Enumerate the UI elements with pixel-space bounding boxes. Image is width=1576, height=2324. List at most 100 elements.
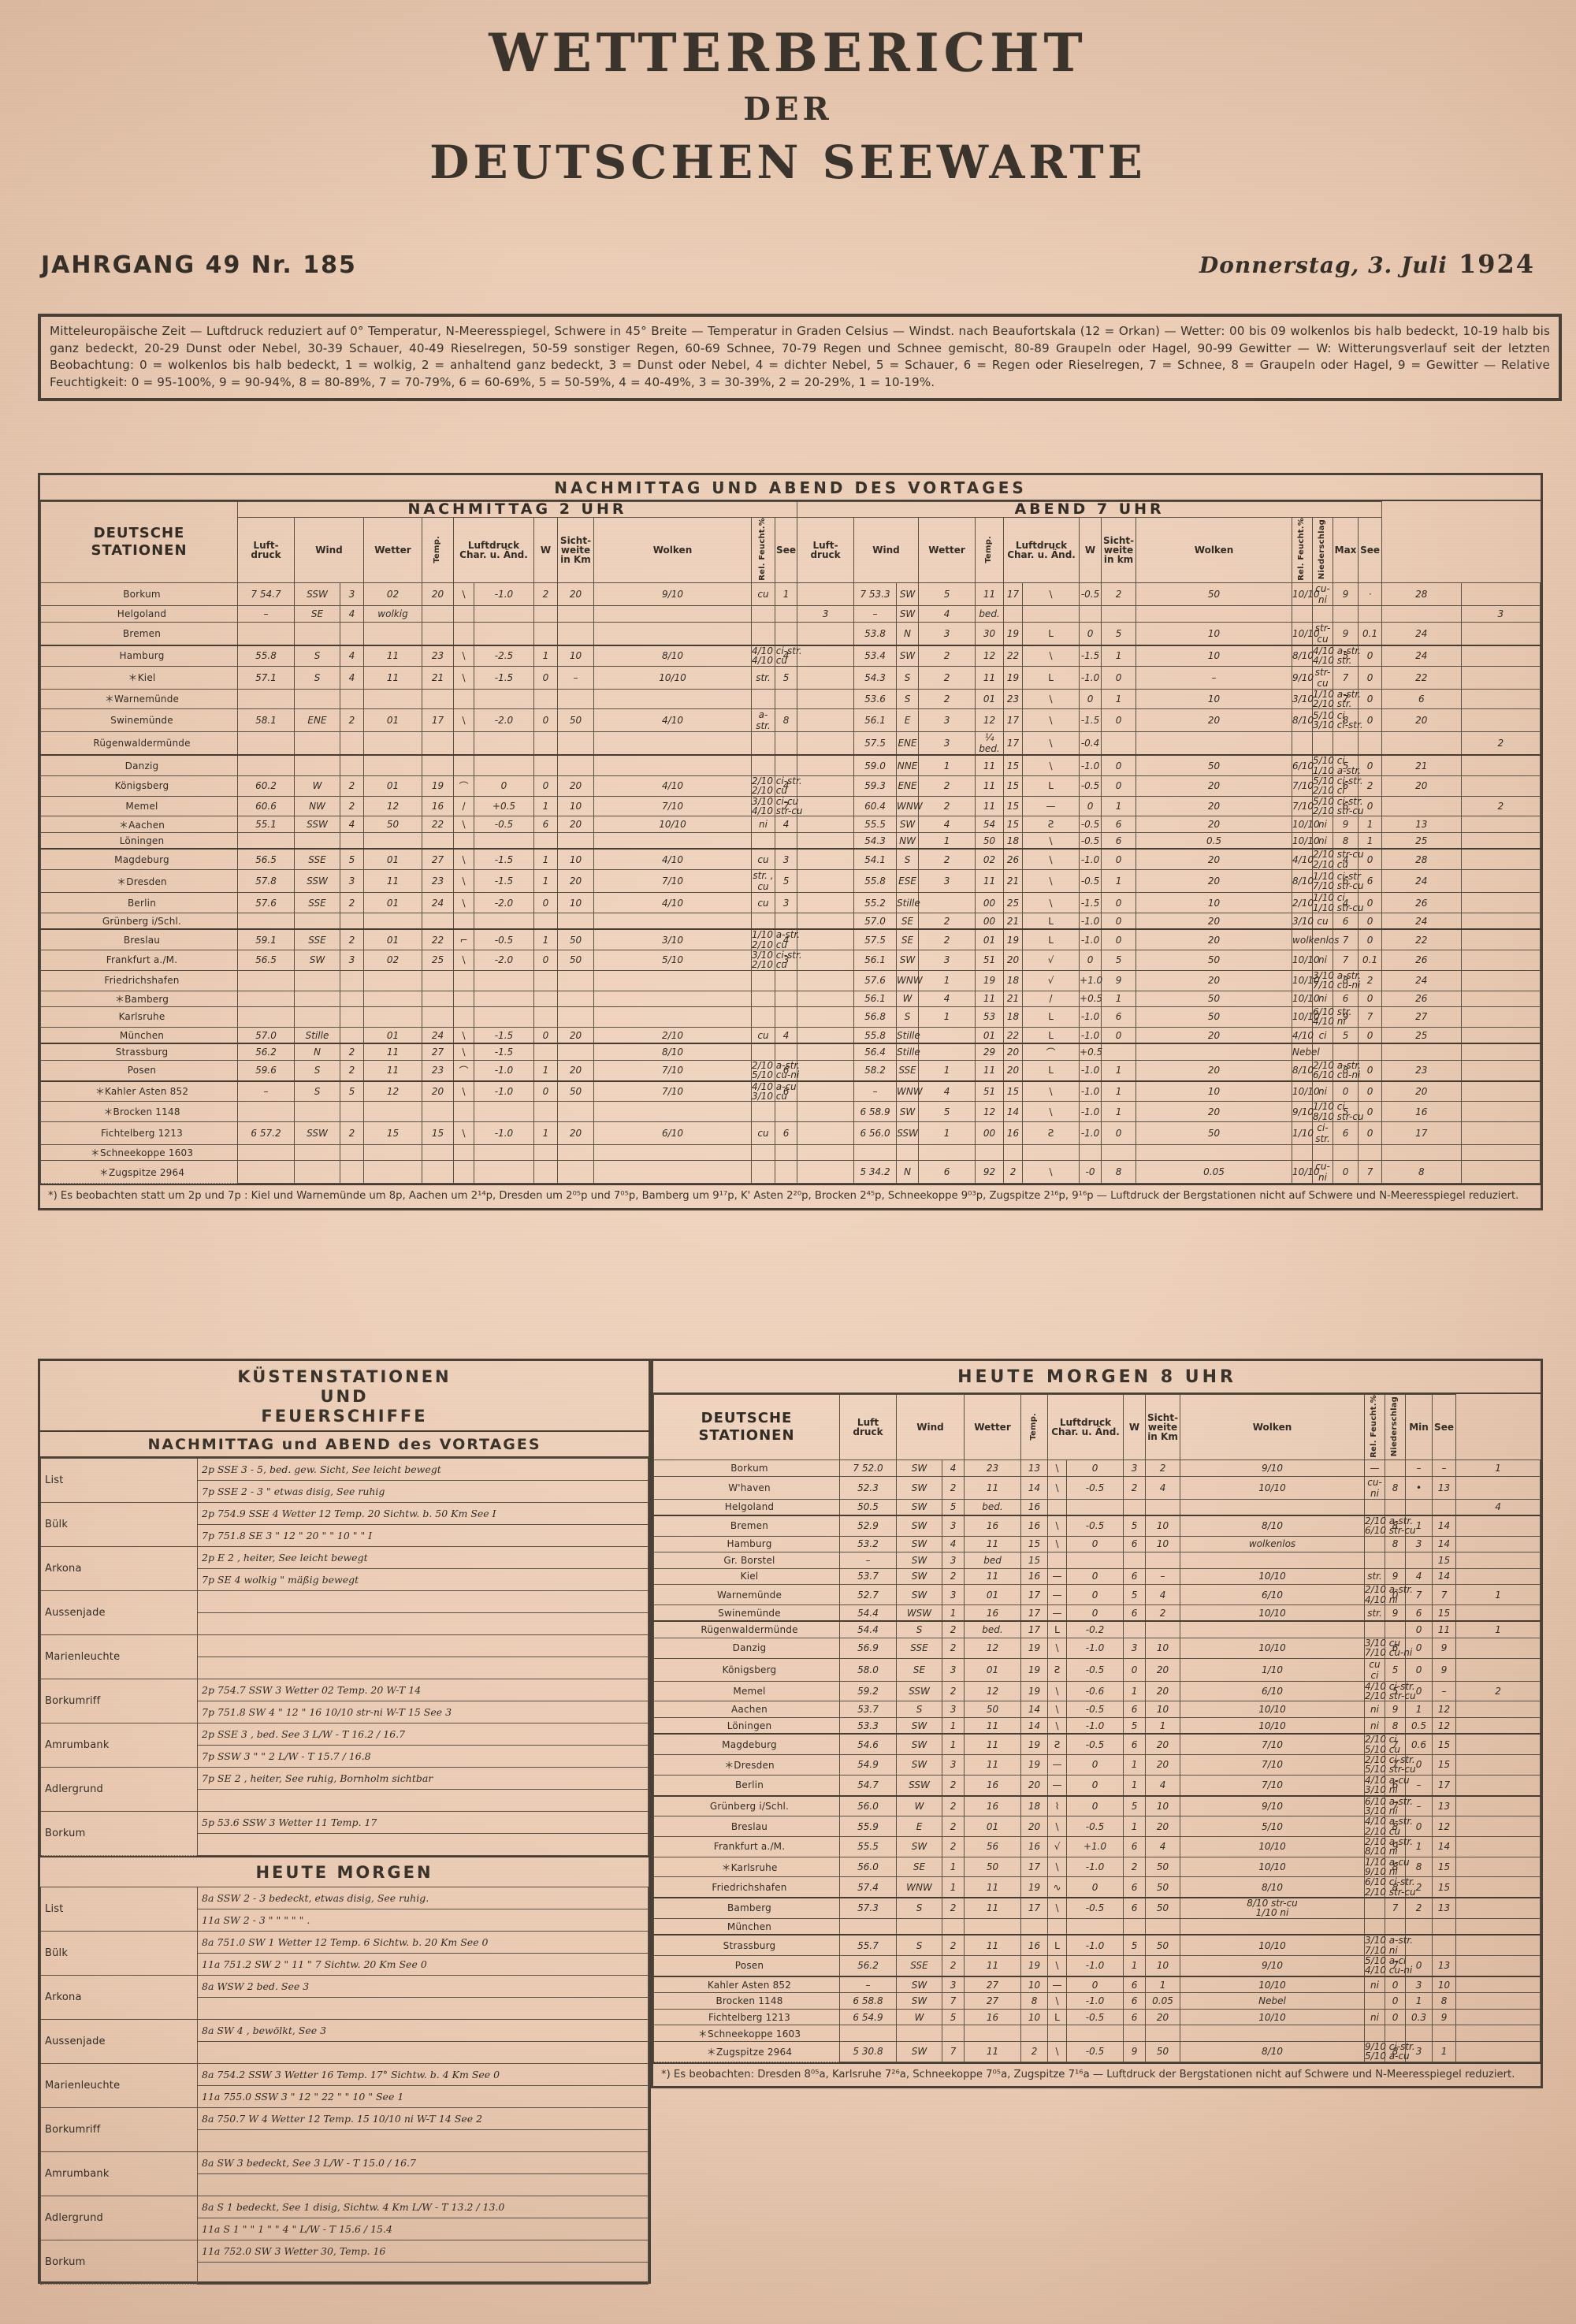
- cell-14: WNW: [896, 969, 923, 991]
- cell-16: 11: [975, 795, 1005, 817]
- cell-6: -1.5: [474, 1043, 534, 1061]
- cell-4: 17: [1020, 1897, 1049, 1919]
- cell-12: •: [1405, 1475, 1433, 1500]
- cell-4: 22: [422, 928, 454, 951]
- cell-11: [774, 731, 798, 756]
- cell-11: 8: [1385, 1876, 1407, 1898]
- cell-9: 3/10: [593, 928, 752, 951]
- cell-27: [1460, 1101, 1541, 1122]
- cell-27: [1460, 1059, 1541, 1082]
- cell-20: 6: [1101, 816, 1137, 833]
- cell-20: 1: [1101, 688, 1137, 710]
- col-luftdruck-evening: Luft-druck: [797, 517, 855, 584]
- cell-18: \: [1022, 1101, 1080, 1122]
- cell-7: 6: [1123, 1976, 1147, 1994]
- cell-20: [1101, 605, 1137, 623]
- cell-7: 0: [533, 665, 558, 690]
- cell-20: 0: [1101, 665, 1137, 690]
- cell-7: [533, 831, 558, 850]
- cell-8: 0.05: [1145, 1992, 1181, 2010]
- cell-10: cu ci: [1364, 1657, 1386, 1682]
- cell-14: Stille: [896, 892, 920, 913]
- station-name: Berlin: [653, 1774, 840, 1797]
- cell-14: [1455, 1637, 1541, 1659]
- cell-7: 6: [1123, 1835, 1147, 1857]
- cell-11: [1385, 1620, 1407, 1638]
- coastal-station-name: List: [40, 1887, 198, 1932]
- cell-10: 2/10 ci-str. 2/10 cu: [751, 775, 802, 797]
- cell-0: –: [839, 1976, 897, 1994]
- cell-6: [474, 688, 534, 710]
- cell-1: [294, 621, 340, 646]
- cell-23: ci: [1312, 1026, 1334, 1044]
- cell-14: SW: [896, 645, 920, 667]
- cell-10: [751, 688, 775, 710]
- cell-8: 4: [1145, 1835, 1181, 1857]
- cell-26: 26: [1381, 950, 1462, 971]
- cell-7: 6: [533, 816, 558, 833]
- cell-9: 10/10: [1180, 1934, 1366, 1957]
- cell-2: 3: [340, 950, 364, 971]
- cell-11: [774, 1160, 798, 1184]
- station-name: ＊Zugspitze 2964: [653, 2040, 840, 2062]
- list-item: Bülk 8a 751.0 SW 1 Wetter 12 Temp. 6 Sich…: [40, 1931, 649, 1976]
- cell-15: 4: [918, 605, 976, 623]
- table-row: Helgoland – SE 4 wolkig 3– SW 4 bed. 3: [40, 605, 1541, 623]
- cell-12: 6: [1405, 1604, 1433, 1622]
- cell-12: [797, 816, 855, 833]
- cell-27: [1460, 688, 1541, 710]
- cell-6: -0.5: [1066, 1897, 1124, 1919]
- cell-23: 4/10 a-str. 4/10 str.: [1312, 645, 1362, 667]
- cell-25: 0: [1358, 1026, 1383, 1044]
- cell-16: 11: [975, 665, 1005, 690]
- cell-14: 2: [1455, 1680, 1541, 1702]
- cell-10: 2/10 a-str. 5/10 cu-ni: [751, 1059, 801, 1082]
- cell-3: [363, 1006, 422, 1028]
- cell-8: 20: [1145, 1816, 1181, 1837]
- cell-25: 0: [1358, 1121, 1383, 1145]
- cell-22: 1/10: [1292, 1121, 1314, 1145]
- cell-21: 0.05: [1136, 1160, 1293, 1184]
- cell-10: [1364, 1620, 1386, 1638]
- coastal-station-name: Amrumbank: [40, 1723, 198, 1768]
- cell-12: –: [1405, 1459, 1433, 1477]
- cell-0: –: [839, 1552, 897, 1569]
- cell-12: [797, 1006, 855, 1028]
- cell-23: 5/10 ci 1/10 a-str.: [1312, 754, 1362, 777]
- cell-12: [797, 754, 855, 777]
- cell-6: -0.5: [1066, 1475, 1124, 1500]
- cell-4: 27: [422, 848, 454, 871]
- cell-13: [1432, 1917, 1457, 1935]
- cell-18: \: [1022, 731, 1080, 756]
- coastal-station-name: List: [40, 1458, 198, 1504]
- cell-8: [557, 1160, 594, 1184]
- col-wind-evening: Wind: [853, 517, 920, 584]
- cell-24: [1333, 1043, 1359, 1061]
- cell-8: 50: [1145, 1856, 1181, 1878]
- cell-6: [474, 1160, 534, 1184]
- cell-10: [751, 754, 775, 777]
- cell-0: 6 57.2: [237, 1121, 295, 1145]
- cell-17: 16: [1003, 1121, 1024, 1145]
- list-item: Borkumriff 8a 750.7 W 4 Wetter 12 Temp. 1…: [40, 2107, 649, 2153]
- cell-19: -0.5: [1079, 831, 1102, 850]
- cell-22: 4/10: [1292, 1026, 1314, 1044]
- cell-5: \: [453, 869, 474, 894]
- cell-25: 0: [1358, 990, 1383, 1008]
- cell-20: 0: [1101, 775, 1137, 797]
- table-row: Grünberg i/Schl. 56.0 W 2 16 18 ⌇ 0 5 10 9/10 6/10 …: [653, 1795, 1541, 1817]
- cell-22: [1292, 731, 1314, 756]
- cell-3: [363, 969, 422, 991]
- coastal-observation: 8a WSW 2 bed. See 3: [197, 1975, 649, 1999]
- coastal-observation: 8a 754.2 SSW 3 Wetter 16 Temp. 17° Sicht…: [197, 2063, 649, 2087]
- cell-11: 5: [774, 869, 798, 894]
- cell-6: [474, 912, 534, 930]
- table-row: Königsberg 60.2 W 2 01 19 ⌒ 0 0 20 4/10 2/10 ci-str…: [40, 775, 1541, 797]
- coastal-observation: 8a S 1 bedeckt, See 1 disig, Sichtw. 4 K…: [197, 2196, 649, 2219]
- station-name: Löningen: [653, 1716, 840, 1735]
- coastal-station-name: Adlergrund: [40, 1767, 198, 1813]
- table-row: Rügenwaldermünde 54.4 S 2 bed. 17 L -0.2 0 11 1: [653, 1620, 1541, 1638]
- cell-16: 50: [975, 831, 1005, 850]
- cell-12: [797, 731, 855, 756]
- afternoon-evening-grid: DEUTSCHE STATIONEN NACHMITTAG 2 UHR ABEND…: [40, 500, 1541, 1184]
